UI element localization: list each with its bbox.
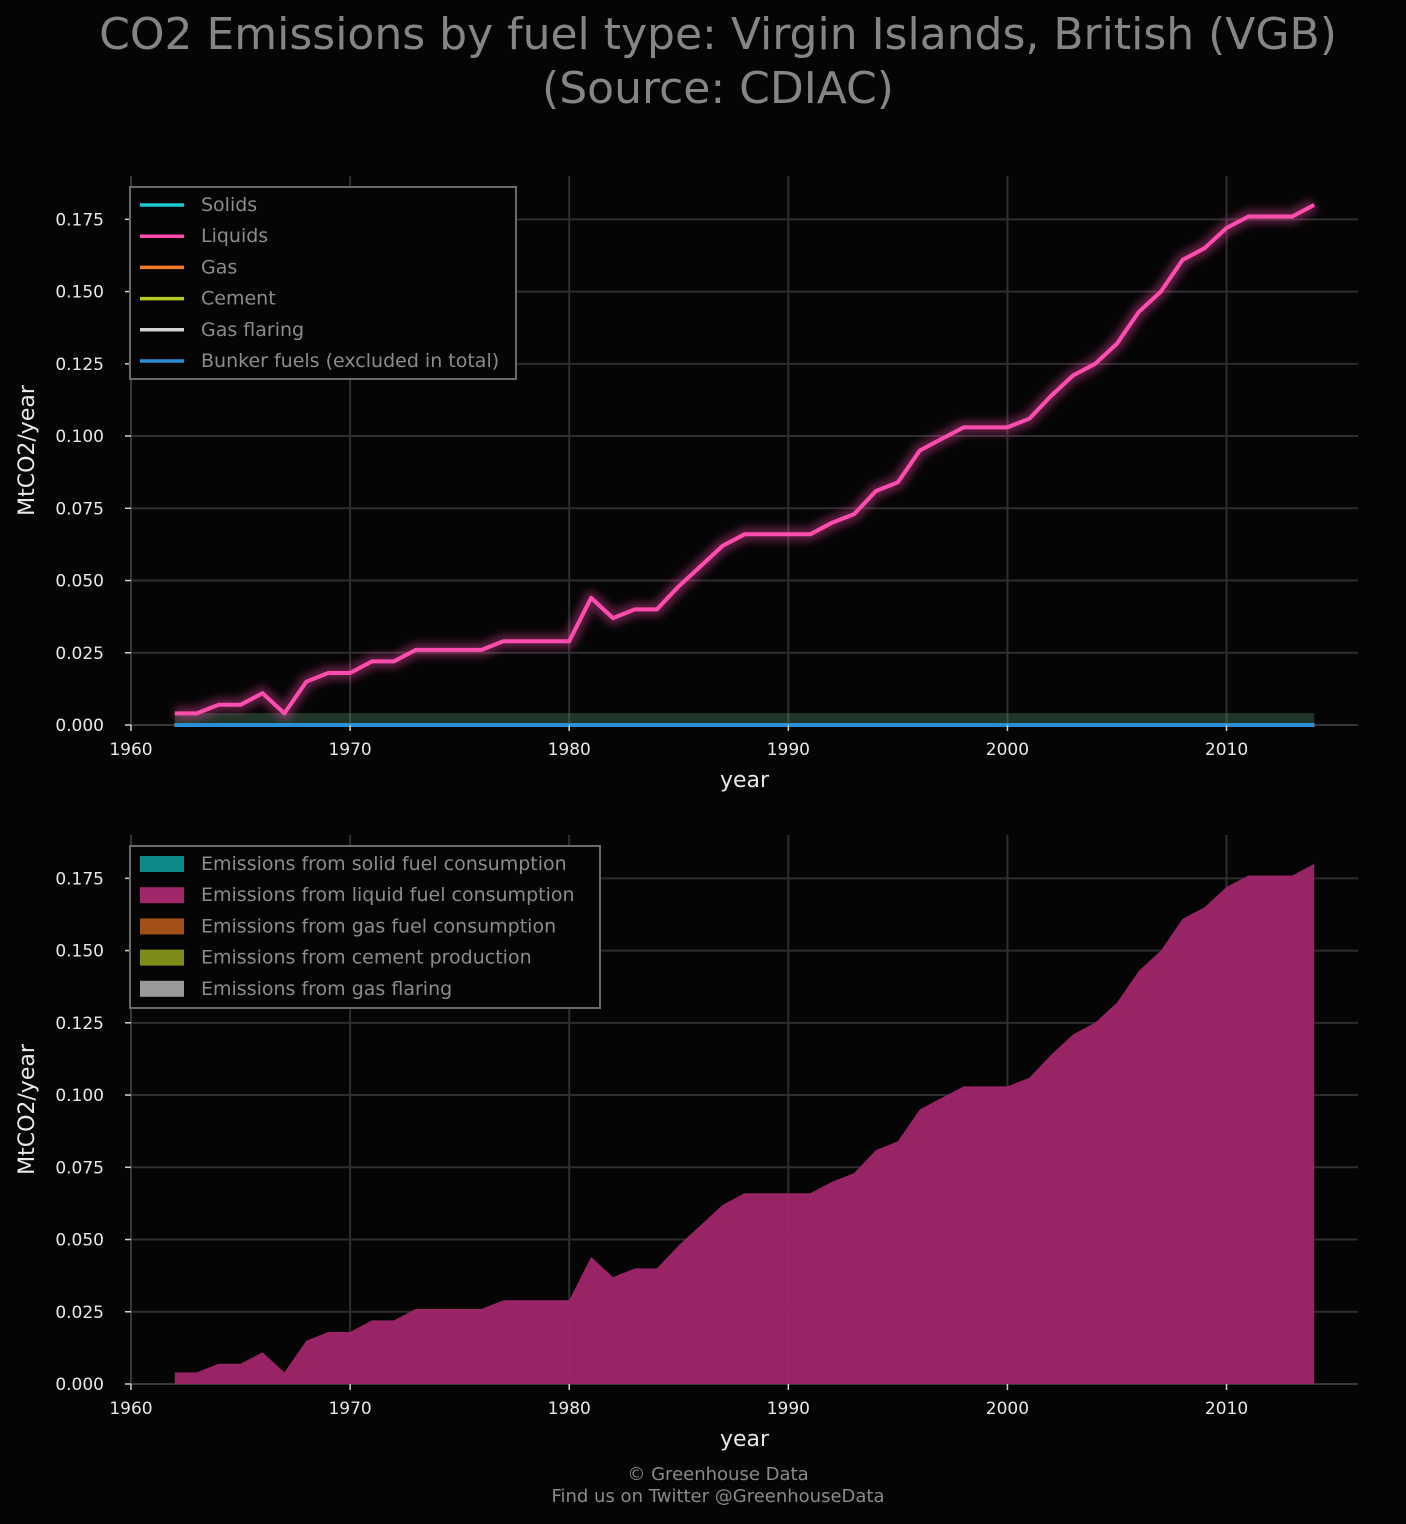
y-tick-label: 0.000 xyxy=(55,1375,104,1395)
legend-swatch-emissions-from-solid-fuel-consumption xyxy=(140,856,184,872)
y-tick-label: 0.100 xyxy=(55,1086,104,1106)
legend-label-emissions-from-gas-fuel-consumption: Emissions from gas fuel consumption xyxy=(201,915,556,937)
legend-label-gas: Gas xyxy=(201,256,237,278)
x-axis-label: year xyxy=(720,1427,770,1452)
x-tick-label: 1970 xyxy=(328,740,371,760)
y-tick-label: 0.075 xyxy=(55,1158,104,1178)
x-tick-label: 2010 xyxy=(1205,1399,1248,1419)
legend-swatch-emissions-from-gas-flaring xyxy=(140,980,184,997)
y-tick-label: 0.025 xyxy=(55,1303,104,1323)
line-chart-panel: 1960 1970 1980 1990 2000 2010 0.000 0.025 0.050 0… xyxy=(15,176,1358,793)
x-tick-label: 1980 xyxy=(548,1399,591,1419)
legend-swatch-emissions-from-gas-fuel-consumption xyxy=(140,918,184,935)
x-tick-label: 1960 xyxy=(109,1399,152,1419)
footer-credit: © Greenhouse Data Find us on Twitter @Gr… xyxy=(0,1464,1406,1508)
legend-label-emissions-from-solid-fuel-consumption: Emissions from solid fuel consumption xyxy=(201,853,567,875)
x-tick-label: 2010 xyxy=(1205,740,1248,760)
footer-line-2: Find us on Twitter @GreenhouseData xyxy=(551,1486,885,1507)
x-tick-label: 1960 xyxy=(109,740,152,760)
legend: Emissions from solid fuel consumption Emi… xyxy=(129,845,601,1009)
title-line-2: (Source: CDIAC) xyxy=(542,63,894,114)
x-axis-label: year xyxy=(720,768,770,793)
y-tick-label: 0.125 xyxy=(55,355,104,375)
y-tick-label: 0.125 xyxy=(55,1014,104,1034)
stacked-area-chart-panel: 1960 1970 1980 1990 2000 2010 0.000 0.025 0.050 0… xyxy=(15,835,1358,1452)
legend-swatch-emissions-from-cement-production xyxy=(140,949,184,966)
y-tick-label: 0.150 xyxy=(55,942,104,962)
series-line-liquids xyxy=(174,203,1316,716)
legend-label-liquids: Liquids xyxy=(201,225,268,247)
x-tick-label: 1990 xyxy=(767,1399,810,1419)
y-tick-label: 0.050 xyxy=(55,1231,104,1251)
series-area-emissions-from-liquid-fuel-consumption xyxy=(174,863,1315,1384)
legend-label-cement: Cement xyxy=(201,288,276,310)
legend-label-emissions-from-cement-production: Emissions from cement production xyxy=(201,947,532,969)
legend-label-solids: Solids xyxy=(201,194,257,216)
legend-frame xyxy=(129,186,517,380)
y-tick-label: 0.150 xyxy=(55,283,104,303)
chart-title: CO2 Emissions by fuel type: Virgin Islan… xyxy=(0,8,1406,116)
y-tick-label: 0.075 xyxy=(55,499,104,519)
x-tick-label: 2000 xyxy=(986,1399,1029,1419)
legend-label-bunker-fuels-excluded-in-total: Bunker fuels (excluded in total) xyxy=(201,350,499,372)
y-tick-label: 0.175 xyxy=(55,210,104,230)
y-tick-label: 0.025 xyxy=(55,644,104,664)
legend-label-emissions-from-liquid-fuel-consumption: Emissions from liquid fuel consumption xyxy=(201,884,575,906)
legend-swatch-emissions-from-liquid-fuel-consumption xyxy=(140,887,184,904)
x-tick-label: 2000 xyxy=(986,740,1029,760)
title-line-1: CO2 Emissions by fuel type: Virgin Islan… xyxy=(99,9,1337,60)
footer-line-1: © Greenhouse Data xyxy=(627,1464,809,1485)
legend: Solids Liquids Gas Cement Gas flaring Bunker … xyxy=(129,186,517,380)
y-tick-label: 0.000 xyxy=(55,716,104,736)
legend-frame xyxy=(129,845,601,1009)
y-tick-label: 0.050 xyxy=(55,572,104,592)
legend-label-emissions-from-gas-flaring: Emissions from gas flaring xyxy=(201,978,452,1000)
y-axis-label: MtCO2/year xyxy=(15,1043,40,1175)
x-tick-label: 1990 xyxy=(767,740,810,760)
y-tick-label: 0.100 xyxy=(55,427,104,447)
x-tick-label: 1980 xyxy=(548,740,591,760)
y-tick-label: 0.175 xyxy=(55,869,104,889)
x-tick-label: 1970 xyxy=(328,1399,371,1419)
y-axis-label: MtCO2/year xyxy=(15,384,40,516)
legend-label-gas-flaring: Gas flaring xyxy=(201,319,304,341)
